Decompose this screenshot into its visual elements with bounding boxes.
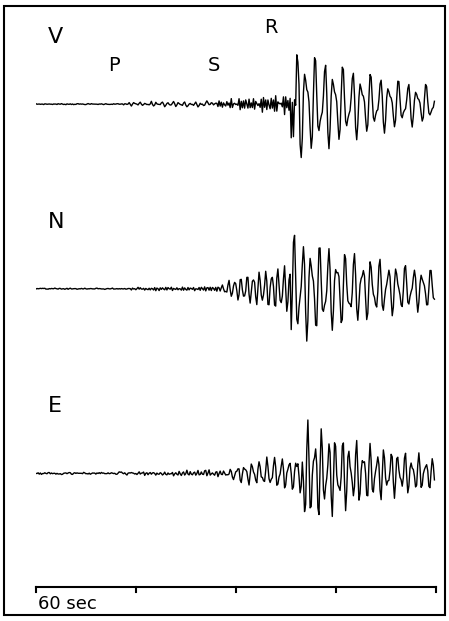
Text: N: N xyxy=(48,212,64,232)
Text: 60 sec: 60 sec xyxy=(38,595,97,613)
Text: S: S xyxy=(207,56,220,75)
Text: E: E xyxy=(48,396,62,417)
Text: P: P xyxy=(108,56,119,75)
Text: R: R xyxy=(264,19,278,37)
Text: V: V xyxy=(48,27,63,47)
